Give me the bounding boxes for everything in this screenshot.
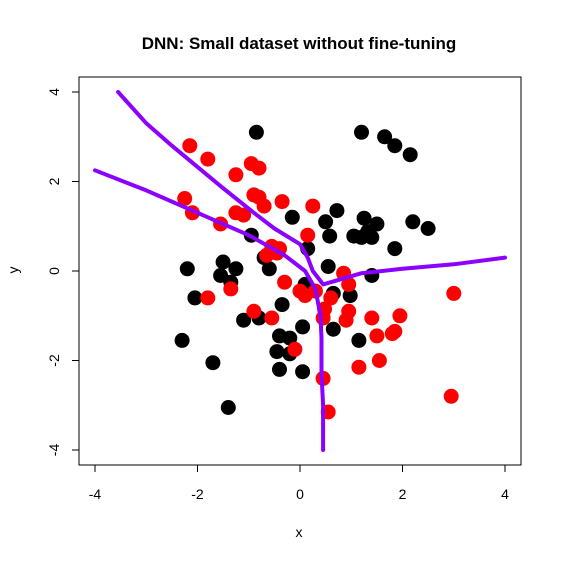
data-point-series-1-27 bbox=[261, 261, 277, 277]
data-point-series-2-29 bbox=[200, 290, 216, 306]
data-point-series-1-37 bbox=[295, 319, 311, 335]
y-tick-label-5: 4 bbox=[46, 88, 62, 96]
data-point-series-1-40 bbox=[282, 330, 298, 346]
data-point-series-1-18 bbox=[360, 224, 376, 240]
data-point-series-2-10 bbox=[305, 198, 321, 214]
data-point-series-1-38 bbox=[325, 321, 341, 337]
data-point-series-1-19 bbox=[387, 241, 403, 257]
data-point-series-2-4 bbox=[251, 160, 267, 176]
x-axis-label: x bbox=[296, 524, 303, 540]
data-point-series-2-43 bbox=[351, 359, 367, 375]
data-point-series-2-35 bbox=[264, 310, 280, 326]
data-point-series-1-9 bbox=[356, 210, 372, 226]
data-point-series-1-22 bbox=[215, 254, 231, 270]
data-point-series-1-42 bbox=[351, 332, 367, 348]
data-point-series-2-24 bbox=[223, 281, 239, 297]
data-point-series-2-36 bbox=[364, 310, 380, 326]
data-point-series-1-4 bbox=[387, 138, 403, 154]
data-point-series-2-28 bbox=[323, 290, 339, 306]
data-point-series-1-8 bbox=[329, 203, 345, 219]
data-point-series-1-1 bbox=[248, 124, 264, 140]
x-tick-label-3: 0 bbox=[296, 486, 304, 502]
data-point-series-1-24 bbox=[179, 261, 195, 277]
y-axis-label: y bbox=[5, 267, 21, 274]
data-point-series-1-7 bbox=[318, 214, 334, 230]
decision-boundary-line-2 bbox=[93, 168, 326, 452]
data-point-series-1-23 bbox=[228, 261, 244, 277]
chart-title: DNN: Small dataset without fine-tuning bbox=[142, 34, 457, 53]
data-point-series-1-28 bbox=[320, 259, 336, 274]
data-point-series-1-14 bbox=[322, 228, 338, 244]
data-point-series-2-23 bbox=[277, 274, 293, 290]
decision-boundary-line-1 bbox=[116, 90, 507, 287]
data-point-series-2-14 bbox=[236, 207, 252, 223]
x-tick-label-4: 2 bbox=[399, 486, 407, 502]
data-point-series-1-36 bbox=[236, 312, 252, 328]
x-tick-label-5: 4 bbox=[501, 486, 509, 502]
y-tick-label-4: 2 bbox=[46, 177, 62, 185]
data-point-series-2-40 bbox=[387, 323, 403, 339]
data-point-series-1-43 bbox=[269, 344, 285, 360]
data-point-series-2-33 bbox=[315, 310, 331, 326]
y-tick-label-1: -4 bbox=[46, 444, 62, 457]
data-point-series-2-32 bbox=[392, 308, 408, 324]
data-point-series-1-12 bbox=[420, 221, 436, 236]
plot-frame bbox=[78, 76, 522, 466]
data-point-series-1-47 bbox=[295, 364, 311, 380]
data-point-series-1-2 bbox=[354, 124, 369, 140]
data-point-series-1-46 bbox=[272, 361, 287, 377]
data-point-series-2-6 bbox=[177, 191, 193, 206]
x-tick-label-1: -4 bbox=[89, 486, 102, 502]
data-point-series-2-2 bbox=[200, 151, 216, 167]
data-point-series-2-1 bbox=[182, 138, 198, 154]
data-point-series-2-9 bbox=[274, 194, 290, 210]
data-point-series-1-45 bbox=[205, 355, 221, 371]
data-point-series-2-22 bbox=[341, 276, 357, 292]
data-point-series-1-33 bbox=[187, 290, 203, 306]
data-point-series-2-27 bbox=[297, 288, 313, 304]
data-point-series-2-47 bbox=[443, 388, 459, 404]
data-point-series-2-41 bbox=[287, 341, 303, 357]
data-point-series-1-5 bbox=[402, 147, 418, 163]
data-point-series-1-3 bbox=[377, 129, 393, 145]
plot-area bbox=[93, 90, 507, 452]
data-point-series-2-38 bbox=[369, 328, 385, 344]
data-point-series-1-34 bbox=[274, 297, 290, 313]
data-point-series-1-41 bbox=[174, 332, 190, 348]
data-point-series-2-46 bbox=[446, 285, 462, 301]
data-point-series-1-11 bbox=[405, 214, 421, 230]
y-tick-label-2: -2 bbox=[46, 354, 62, 367]
data-point-series-2-16 bbox=[300, 227, 316, 243]
data-point-series-2-11 bbox=[256, 198, 272, 214]
data-point-series-1-32 bbox=[342, 288, 358, 304]
y-tick-label-3: 0 bbox=[46, 267, 62, 275]
data-point-series-1-6 bbox=[284, 209, 300, 225]
data-point-series-1-48 bbox=[220, 400, 236, 415]
data-point-series-2-37 bbox=[338, 312, 354, 328]
data-point-series-2-5 bbox=[228, 167, 244, 183]
data-point-series-2-20 bbox=[259, 247, 275, 263]
x-tick-label-2: -2 bbox=[191, 486, 204, 502]
axes: -4 -2 0 2 4 -4 -2 0 2 4 bbox=[46, 88, 509, 502]
data-point-series-2-42 bbox=[371, 353, 387, 368]
data-point-series-2-34 bbox=[246, 303, 262, 319]
